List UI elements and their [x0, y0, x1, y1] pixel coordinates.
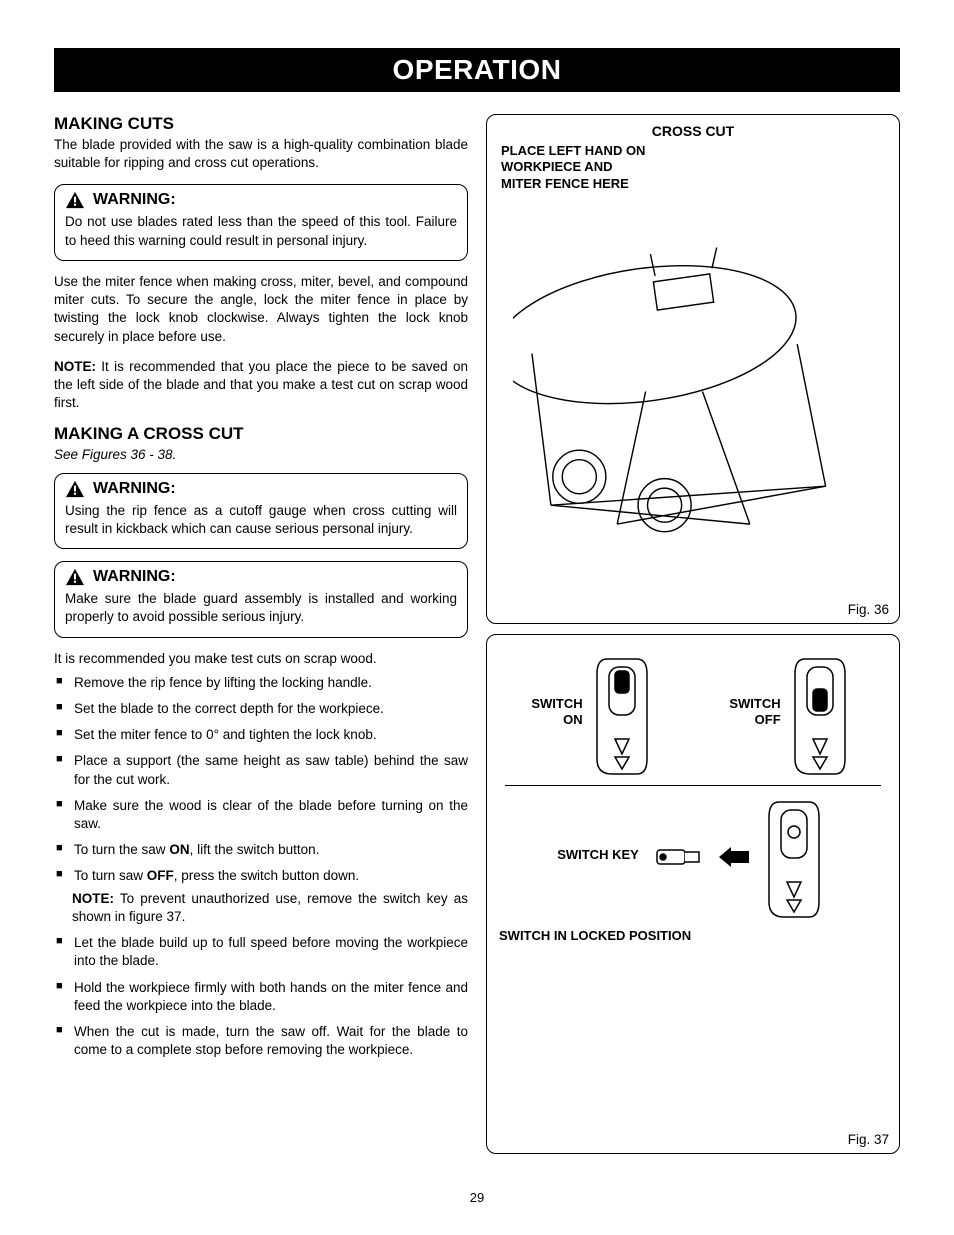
- paragraph-miter: Use the miter fence when making cross, m…: [54, 273, 468, 346]
- warning-label-2: WARNING:: [93, 480, 176, 498]
- page-number: 29: [54, 1190, 900, 1205]
- step-off-a: To turn saw: [74, 868, 147, 883]
- warning-box-3: WARNING: Make sure the blade guard assem…: [54, 561, 468, 637]
- figure-36: CROSS CUT PLACE LEFT HAND ON WORKPIECE A…: [486, 114, 900, 624]
- step-item: Let the blade build up to full speed bef…: [56, 934, 468, 970]
- step-item-on: To turn the saw ON, lift the switch butt…: [56, 841, 468, 859]
- section-heading-making-cuts: MAKING CUTS: [54, 114, 468, 134]
- step-item: Hold the workpiece firmly with both hand…: [56, 979, 468, 1015]
- switch-locked-icon: [759, 792, 829, 922]
- note-text-1: It is recommended that you place the pie…: [54, 359, 468, 410]
- fig37-top-row: SWITCH ON: [495, 649, 891, 779]
- fig37-switch-off: SWITCH OFF: [729, 649, 854, 779]
- step-item: When the cut is made, turn the saw off. …: [56, 1023, 468, 1059]
- step-item: Remove the rip fence by lifting the lock…: [56, 674, 468, 692]
- warning-label-1: WARNING:: [93, 191, 176, 209]
- step-on-a: To turn the saw: [74, 842, 169, 857]
- content-columns: MAKING CUTS The blade provided with the …: [54, 114, 900, 1164]
- fig36-caption: Fig. 36: [848, 602, 889, 617]
- steps-list-2: Let the blade build up to full speed bef…: [54, 934, 468, 1059]
- fig36-sub3: MITER FENCE HERE: [501, 176, 891, 192]
- step-on-c: , lift the switch button.: [190, 842, 320, 857]
- warning-box-2: WARNING: Using the rip fence as a cutoff…: [54, 473, 468, 549]
- fig37-switch-on: SWITCH ON: [531, 649, 656, 779]
- warning-text-1: Do not use blades rated less than the sp…: [65, 213, 457, 249]
- fig37-off-2: OFF: [729, 712, 780, 728]
- step-item: Make sure the wood is clear of the blade…: [56, 797, 468, 833]
- warning-text-2: Using the rip fence as a cutoff gauge wh…: [65, 502, 457, 538]
- fig37-locked-label: SWITCH IN LOCKED POSITION: [499, 928, 891, 943]
- warning-text-3: Make sure the blade guard assembly is in…: [65, 590, 457, 626]
- arrow-left-icon: [719, 847, 749, 867]
- fig36-sub2: WORKPIECE AND: [501, 159, 891, 175]
- warning-icon: [65, 568, 85, 586]
- warning-head-3: WARNING:: [65, 568, 457, 586]
- warning-box-1: WARNING: Do not use blades rated less th…: [54, 184, 468, 260]
- note-text-2: To prevent unauthorized use, remove the …: [72, 891, 468, 924]
- steps-list: Remove the rip fence by lifting the lock…: [54, 674, 468, 886]
- fig36-illustration: [495, 192, 891, 572]
- warning-label-3: WARNING:: [93, 568, 176, 586]
- fig37-divider: [505, 785, 881, 786]
- step-item: Place a support (the same height as saw …: [56, 752, 468, 788]
- see-figures: See Figures 36 - 38.: [54, 446, 468, 464]
- step-off-b: OFF: [147, 868, 174, 883]
- fig37-caption: Fig. 37: [848, 1132, 889, 1147]
- step-on-b: ON: [169, 842, 189, 857]
- fig37-key-label: SWITCH KEY: [557, 847, 639, 863]
- note-label-2: NOTE:: [72, 891, 114, 906]
- paragraph-testcuts: It is recommended you make test cuts on …: [54, 650, 468, 668]
- figure-37: SWITCH ON: [486, 634, 900, 1154]
- step-off-c: , press the switch button down.: [174, 868, 359, 883]
- note-1: NOTE: It is recommended that you place t…: [54, 358, 468, 413]
- switch-off-icon: [785, 649, 855, 779]
- switch-on-icon: [587, 649, 657, 779]
- note-2: NOTE: To prevent unauthorized use, remov…: [54, 890, 468, 926]
- page-header: OPERATION: [54, 48, 900, 92]
- fig36-sublabel: PLACE LEFT HAND ON WORKPIECE AND MITER F…: [501, 143, 891, 192]
- fig36-title: CROSS CUT: [495, 123, 891, 139]
- fig36-sub1: PLACE LEFT HAND ON: [501, 143, 891, 159]
- fig37-on-2: ON: [531, 712, 582, 728]
- step-item-off: To turn saw OFF, press the switch button…: [56, 867, 468, 885]
- fig37-key-row: SWITCH KEY: [495, 792, 891, 922]
- step-item: Set the blade to the correct depth for t…: [56, 700, 468, 718]
- note-label-1: NOTE:: [54, 359, 96, 374]
- section-heading-cross-cut: MAKING A CROSS CUT: [54, 424, 468, 444]
- warning-icon: [65, 191, 85, 209]
- warning-head-2: WARNING:: [65, 480, 457, 498]
- fig37-on-1: SWITCH: [531, 696, 582, 712]
- tablesaw-icon: [513, 202, 873, 562]
- left-column: MAKING CUTS The blade provided with the …: [54, 114, 468, 1164]
- intro-text: The blade provided with the saw is a hig…: [54, 136, 468, 172]
- right-column: CROSS CUT PLACE LEFT HAND ON WORKPIECE A…: [486, 114, 900, 1164]
- warning-head-1: WARNING:: [65, 191, 457, 209]
- fig37-off-1: SWITCH: [729, 696, 780, 712]
- warning-icon: [65, 480, 85, 498]
- switch-key-icon: [649, 832, 709, 882]
- step-item: Set the miter fence to 0° and tighten th…: [56, 726, 468, 744]
